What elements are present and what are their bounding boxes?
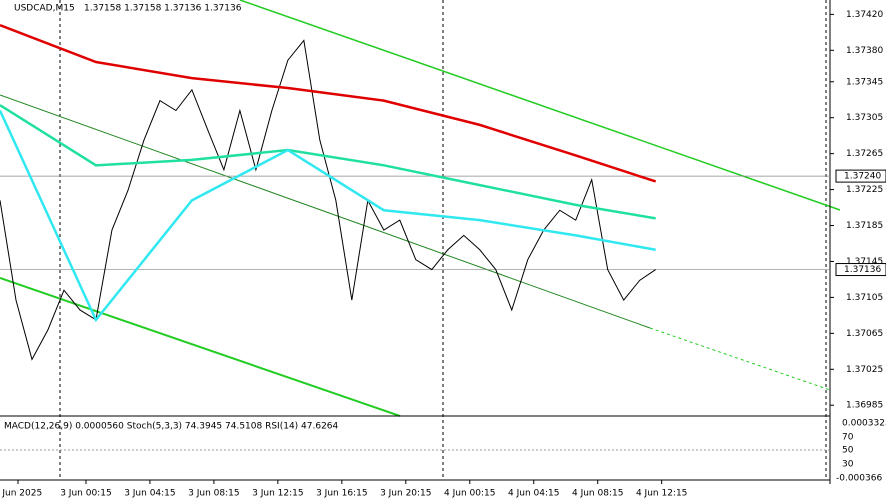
symbol: USDCAD,M15 xyxy=(14,4,75,14)
y-tick-label: 1.37225 xyxy=(846,185,883,195)
price-series xyxy=(0,109,656,323)
x-tick-label: 4 Jun 12:15 xyxy=(636,489,687,499)
y-tick-label: 1.37145 xyxy=(846,257,883,267)
x-tick-label: 3 Jun 20:15 xyxy=(380,489,431,499)
x-tick-label: 4 Jun 00:15 xyxy=(444,489,495,499)
y-tick-label: 1.37345 xyxy=(846,77,883,87)
x-tick-label: 3 Jun 08:15 xyxy=(188,489,239,499)
y-tick-label: 1.37065 xyxy=(846,329,883,339)
y-tick-label: 1.37420 xyxy=(846,10,883,20)
y-tick-label: 1.37305 xyxy=(846,113,883,123)
ohlc: 1.37158 1.37158 1.37136 1.37136 xyxy=(84,4,242,14)
price-label: 1.37136 xyxy=(844,265,881,275)
channel-line xyxy=(649,327,831,391)
price-label-box xyxy=(835,263,886,277)
y-tick-label: 1.37185 xyxy=(846,221,883,231)
y-tick-label: 1.36985 xyxy=(846,401,883,411)
y-tick-label: 1.37265 xyxy=(846,149,883,159)
channel-line xyxy=(0,277,401,417)
x-tick-label: 3 Jun 04:15 xyxy=(124,489,175,499)
x-tick-label: 4 Jun 04:15 xyxy=(508,489,559,499)
x-tick-label: 3 Jun 12:15 xyxy=(252,489,303,499)
indicator-tick: 70 xyxy=(842,433,854,443)
channel-line xyxy=(239,0,841,211)
x-tick-label: 3 Jun 16:15 xyxy=(316,489,367,499)
indicator-tick: 50 xyxy=(842,446,854,456)
price-label: 1.37240 xyxy=(844,172,881,182)
y-tick-label: 1.37380 xyxy=(846,46,883,56)
x-tick-label: 3 Jun 00:15 xyxy=(60,489,111,499)
y-tick-label: 1.37105 xyxy=(846,293,883,303)
x-tick-label: 2 Jun 2025 xyxy=(0,489,42,499)
indicator-tick: 0.0003325 xyxy=(842,419,886,429)
indicator-label: MACD(12,26,9) 0.0000560 Stoch(5,3,3) 74.… xyxy=(4,422,339,432)
x-tick-label: 4 Jun 08:15 xyxy=(572,489,623,499)
price-series xyxy=(0,23,657,183)
indicator-tick: -0.000366 xyxy=(836,474,882,484)
price-series xyxy=(0,104,656,220)
channel-line xyxy=(0,94,651,329)
price-series xyxy=(0,39,656,361)
indicator-tick: 30 xyxy=(842,460,854,470)
price-label-box xyxy=(835,169,886,183)
y-tick-label: 1.37025 xyxy=(846,365,883,375)
